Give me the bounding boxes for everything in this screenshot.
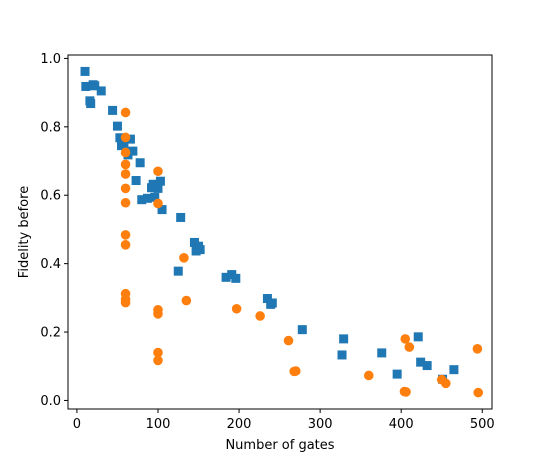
series-2-point	[153, 198, 163, 209]
series-1-point	[392, 369, 402, 379]
series-2-point	[120, 169, 131, 179]
series-1-point	[449, 365, 459, 375]
series-2-point	[120, 183, 131, 194]
x-tick-label: 500	[470, 417, 495, 432]
series-2-point	[120, 230, 131, 240]
y-axis-label: Fidelity before	[17, 186, 32, 278]
series-1-point	[137, 195, 147, 205]
plot-frame	[67, 54, 493, 410]
series-2-point	[231, 303, 242, 314]
series-1-point	[195, 245, 205, 255]
series-1-point	[108, 105, 118, 115]
series-1-point	[128, 146, 138, 156]
series-1-point	[173, 266, 183, 276]
series-1-point	[155, 176, 165, 186]
series-2-point	[153, 347, 163, 358]
series-1-point	[86, 99, 96, 109]
series-1-point	[221, 272, 231, 282]
series-2-point	[120, 132, 131, 143]
series-2-point	[363, 370, 374, 381]
series-1-point	[157, 205, 167, 215]
series-1-point	[422, 361, 432, 371]
series-2-point	[283, 335, 294, 346]
y-axis-ticks: 0.0 0.2 0.4 0.6 0.8 1.0	[40, 52, 68, 409]
series-1-point	[142, 193, 152, 203]
series-2-point	[179, 253, 189, 263]
x-tick-label: 0	[73, 417, 81, 432]
data-points	[80, 66, 484, 398]
series-1-point	[80, 66, 90, 76]
series-2-point	[440, 378, 451, 389]
series-2-point	[153, 166, 163, 177]
series-1-point	[81, 81, 91, 91]
series-1-point	[148, 179, 158, 189]
x-tick-label: 100	[146, 417, 171, 432]
series-2-point	[401, 387, 411, 397]
series-1-point	[150, 192, 160, 202]
series-1-point	[176, 212, 186, 222]
series-2-point	[472, 344, 483, 354]
series-1-point	[231, 273, 241, 283]
series-2-point	[404, 342, 415, 352]
series-2-point	[291, 366, 301, 376]
series-2-point	[120, 297, 131, 308]
y-tick-label: 0.4	[40, 257, 61, 272]
series-1-point	[90, 81, 100, 91]
series-1-point	[377, 348, 387, 358]
x-tick-label: 300	[308, 417, 333, 432]
series-2-point	[120, 240, 131, 250]
series-1-point	[297, 325, 307, 335]
series-1-point	[262, 294, 272, 304]
x-tick-label: 400	[389, 417, 414, 432]
x-axis-ticks: 0 100 200 300 400 500	[73, 409, 495, 432]
y-tick-label: 0.8	[40, 120, 61, 135]
series-1-point	[416, 357, 426, 367]
series-1-point	[119, 140, 129, 150]
y-tick-label: 1.0	[40, 52, 61, 67]
y-tick-label: 0.2	[40, 326, 61, 341]
series-1-point	[153, 183, 163, 193]
series-1-point	[96, 86, 106, 96]
series-2-point	[255, 311, 265, 321]
series-2-point	[120, 147, 131, 158]
x-axis-label: Number of gates	[225, 438, 334, 453]
series-1-point	[125, 134, 135, 144]
series-1-point	[131, 176, 141, 186]
series-2-point	[153, 309, 163, 319]
series-2-point	[120, 197, 131, 208]
series-1-point	[413, 332, 423, 342]
series-2-point	[473, 387, 484, 398]
series-1-point	[337, 350, 347, 360]
y-tick-label: 0.6	[40, 189, 61, 204]
series-2-point	[400, 334, 411, 344]
x-tick-label: 200	[227, 417, 252, 432]
series-1-point	[112, 121, 122, 131]
series-2-point	[120, 159, 131, 170]
y-tick-label: 0.0	[40, 394, 61, 409]
series-1-point	[135, 158, 145, 168]
series-1-point	[339, 334, 349, 344]
series-2-point	[153, 355, 163, 366]
series-2-point	[120, 107, 131, 118]
series-2-point	[181, 295, 192, 306]
series-1-point	[267, 298, 277, 308]
series-1-point	[115, 133, 125, 143]
